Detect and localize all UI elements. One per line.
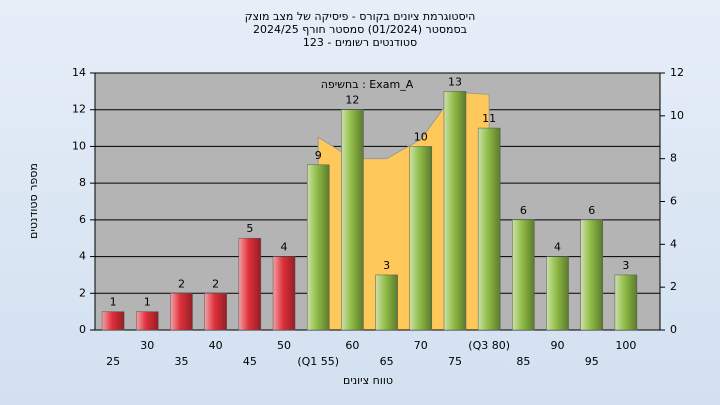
y-tick-label: 10 <box>72 139 86 152</box>
y-tick-label: 12 <box>72 103 86 116</box>
value-label: 6 <box>588 204 595 217</box>
x-tick-label: 65 <box>380 355 394 368</box>
x-tick-label: (Q1 55) <box>297 355 339 368</box>
x-tick-label: 100 <box>615 339 636 352</box>
y-tick-label: 2 <box>79 286 86 299</box>
bar <box>272 256 296 331</box>
value-label: 4 <box>281 241 288 254</box>
x-tick-label: 85 <box>516 355 530 368</box>
x-tick-label: 90 <box>551 339 565 352</box>
annotation: בחשיפה : Exam_A <box>321 78 414 91</box>
x-tick-label: 35 <box>174 355 188 368</box>
bar <box>546 256 569 331</box>
x-tick-label: 45 <box>243 355 257 368</box>
value-label: 1 <box>110 296 117 309</box>
bar <box>306 164 330 331</box>
value-label: 5 <box>246 222 253 235</box>
title-line: סטודנטים רשומים - 123 <box>303 36 417 49</box>
bar <box>136 311 159 331</box>
bar <box>341 109 364 331</box>
y2-tick-label: 4 <box>670 237 677 250</box>
value-label: 6 <box>520 204 527 217</box>
y-tick-label: 6 <box>79 213 86 226</box>
value-label: 11 <box>482 112 496 125</box>
bar <box>238 237 262 331</box>
y-tick-label: 14 <box>72 66 86 79</box>
x-tick-label: 40 <box>209 339 223 352</box>
x-tick-label: 60 <box>345 339 359 352</box>
bar <box>614 274 638 331</box>
y-tick-label: 8 <box>79 176 86 189</box>
title-line: היסטוגרמת ציונים בקורס - פיסיקה של מצב מ… <box>245 10 476 23</box>
bar <box>409 146 433 331</box>
value-label: 9 <box>315 149 322 162</box>
value-label: 12 <box>345 94 359 107</box>
title-line: בסמסטר (01/2024) סמסטר חורף 2024/25 <box>253 23 467 36</box>
value-label: 1 <box>144 296 151 309</box>
value-label: 2 <box>212 277 219 290</box>
x-tick-label: 75 <box>448 355 462 368</box>
value-label: 13 <box>448 75 462 88</box>
x-tick-label: 25 <box>106 355 120 368</box>
y2-tick-label: 0 <box>670 323 677 336</box>
bar <box>512 219 535 331</box>
value-label: 4 <box>554 241 561 254</box>
x-tick-label: 30 <box>140 339 154 352</box>
value-label: 3 <box>622 259 629 272</box>
y2-tick-label: 2 <box>670 280 677 293</box>
y-tick-label: 4 <box>79 250 86 263</box>
bar <box>477 127 501 331</box>
y-tick-label: 0 <box>79 323 86 336</box>
y2-tick-label: 6 <box>670 195 677 208</box>
bar <box>170 293 193 331</box>
x-tick-label: 50 <box>277 339 291 352</box>
y2-tick-label: 8 <box>670 152 677 165</box>
y2-tick-label: 12 <box>670 66 684 79</box>
y2-tick-label: 10 <box>670 109 684 122</box>
x-tick-label: 95 <box>585 355 599 368</box>
value-label: 10 <box>414 130 428 143</box>
y-axis-label: מספר סטודנטים <box>27 163 40 239</box>
bar <box>443 91 467 331</box>
value-label: 2 <box>178 277 185 290</box>
bar <box>375 274 398 331</box>
value-label: 3 <box>383 259 390 272</box>
x-tick-label: 70 <box>414 339 428 352</box>
bar <box>101 311 125 331</box>
bar <box>580 219 603 331</box>
bar <box>204 293 227 331</box>
x-tick-label: (Q3 80) <box>468 339 510 352</box>
x-axis-label: טווח ציונים <box>343 374 393 387</box>
